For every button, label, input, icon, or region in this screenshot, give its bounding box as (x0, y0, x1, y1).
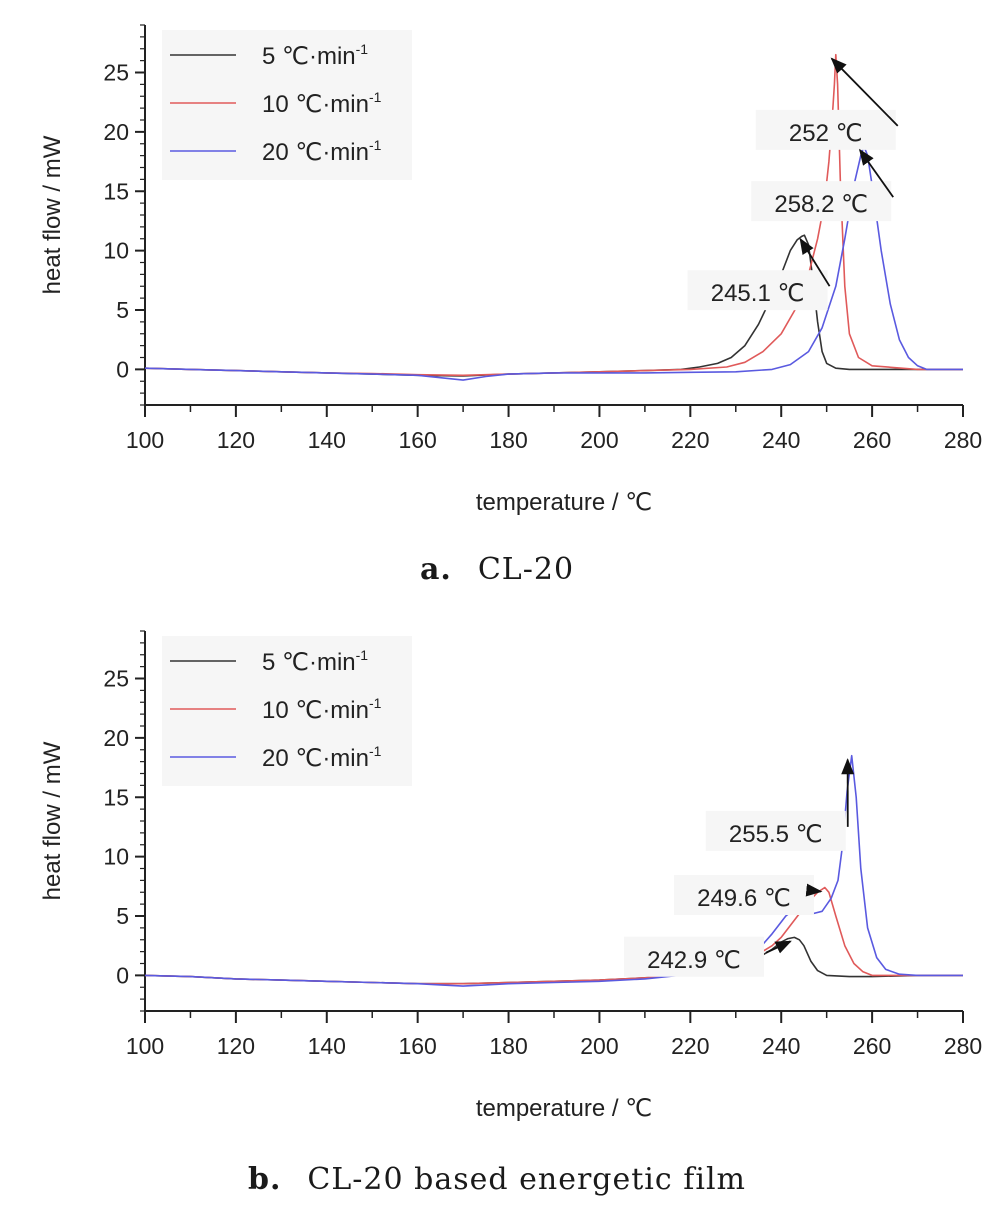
y-tick-label: 15 (103, 784, 129, 810)
x-tick-label: 220 (671, 1033, 709, 1059)
legend: 5 ℃·min-110 ℃·min-120 ℃·min-1 (162, 30, 412, 180)
x-tick-label: 280 (944, 1033, 982, 1059)
caption-text-a: CL-20 (477, 552, 575, 587)
x-axis-label: temperature / ℃ (476, 1095, 652, 1122)
legend-label-1: 10 ℃·min-1 (262, 89, 382, 118)
y-tick-label: 5 (116, 903, 129, 929)
x-tick-label: 180 (489, 1033, 527, 1059)
annotation-label-1: 258.2 ℃ (774, 191, 868, 218)
annotation-bg-0 (705, 810, 846, 851)
legend-name: 10 ℃·min (262, 697, 369, 724)
legend: 5 ℃·min-110 ℃·min-120 ℃·min-1 (162, 636, 412, 786)
x-tick-label: 240 (762, 427, 800, 453)
annotation-arrow-1 (805, 883, 823, 897)
y-tick-label: 10 (103, 238, 129, 264)
legend-label-0: 5 ℃·min-1 (262, 647, 368, 676)
annotation-label-0: 252 ℃ (789, 120, 863, 147)
y-axis-label: heat flow / mW (39, 135, 66, 294)
legend-superscript: -1 (369, 137, 382, 153)
annotation-arrow-2 (799, 237, 831, 287)
annotation-arrow-2 (765, 940, 792, 954)
annotation-arrow-1 (858, 148, 894, 198)
x-tick-label: 200 (580, 1033, 618, 1059)
legend-name: 20 ℃·min (262, 745, 369, 772)
y-tick-label: 25 (103, 60, 129, 86)
legend-name: 5 ℃·min (262, 43, 356, 70)
legend-name: 5 ℃·min (262, 649, 356, 676)
y-tick-label: 15 (103, 178, 129, 204)
legend-name: 20 ℃·min (262, 139, 369, 166)
legend-label-1: 10 ℃·min-1 (262, 695, 382, 724)
annotation-label-0: 255.5 ℃ (729, 821, 823, 848)
x-tick-label: 260 (853, 1033, 891, 1059)
x-tick-label: 100 (126, 1033, 164, 1059)
x-tick-label: 120 (217, 427, 255, 453)
x-tick-label: 220 (671, 427, 709, 453)
series-line-0 (144, 234, 963, 377)
y-tick-label: 0 (116, 356, 129, 382)
y-tick-label: 20 (103, 725, 129, 751)
caption-text-b: CL-20 based energetic film (307, 1162, 746, 1197)
caption-a: a. CL-20 (0, 552, 994, 587)
x-tick-label: 240 (762, 1033, 800, 1059)
y-tick-label: 25 (103, 666, 129, 692)
legend-label-2: 20 ℃·min-1 (262, 137, 382, 166)
chart-a: 100 120 140 160 180 200 220 240 260 280 0 5 10 15 20 25… (39, 24, 982, 516)
legend-name: 10 ℃·min (262, 91, 369, 118)
panel-label-a: a. (419, 552, 452, 587)
x-tick-label: 140 (308, 1033, 346, 1059)
x-tick-label: 180 (489, 427, 527, 453)
annotation-label-2: 245.1 ℃ (711, 280, 805, 307)
series-line-1 (144, 886, 963, 985)
x-tick-label: 160 (398, 427, 436, 453)
y-tick-label: 5 (116, 297, 129, 323)
legend-superscript: -1 (369, 695, 382, 711)
x-tick-label: 260 (853, 427, 891, 453)
panel-label-b: b. (248, 1162, 282, 1197)
x-axis-label: temperature / ℃ (476, 489, 652, 516)
y-axis-label: heat flow / mW (39, 741, 66, 900)
legend-superscript: -1 (356, 41, 369, 57)
annotation-bg-1 (673, 875, 814, 915)
series-line-0 (144, 936, 963, 985)
chart-b: 100 120 140 160 180 200 220 240 260 280 0 5 10 15 20 25… (39, 630, 982, 1122)
legend-superscript: -1 (356, 647, 369, 663)
annotation-label-2: 242.9 ℃ (647, 947, 741, 974)
x-tick-label: 280 (944, 427, 982, 453)
legend-label-0: 5 ℃·min-1 (262, 41, 368, 70)
annotation-arrow-0 (830, 57, 899, 127)
series-line-2 (144, 145, 963, 381)
legend-superscript: -1 (369, 89, 382, 105)
annotation-bg-1 (751, 181, 892, 222)
caption-b: b. CL-20 based energetic film (0, 1162, 994, 1197)
y-tick-label: 10 (103, 844, 129, 870)
annotation-bg-2 (623, 936, 764, 977)
x-tick-label: 140 (308, 427, 346, 453)
y-tick-label: 0 (116, 962, 129, 988)
annotation-bg-2 (687, 270, 828, 311)
series-line-2 (144, 754, 963, 987)
annotation-label-1: 249.6 ℃ (697, 885, 791, 912)
legend-superscript: -1 (369, 743, 382, 759)
annotation-bg-0 (755, 109, 896, 150)
x-tick-label: 100 (126, 427, 164, 453)
x-tick-label: 200 (580, 427, 618, 453)
x-tick-label: 160 (398, 1033, 436, 1059)
legend-label-2: 20 ℃·min-1 (262, 743, 382, 772)
x-tick-label: 120 (217, 1033, 255, 1059)
y-tick-label: 20 (103, 119, 129, 145)
